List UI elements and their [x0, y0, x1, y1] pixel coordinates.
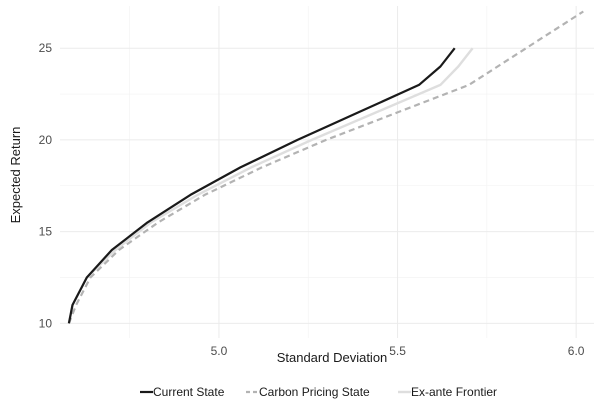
series-line-0 — [67, 47, 456, 324]
y-tick-label: 25 — [39, 41, 53, 55]
x-tick-label: 5.0 — [211, 344, 228, 358]
legend: Current State Carbon Pricing State Ex-ante… — [140, 385, 497, 399]
series-line-1 — [67, 10, 584, 324]
series-lines — [67, 10, 584, 324]
legend-label-1: Carbon Pricing State — [259, 385, 370, 399]
grid — [60, 6, 594, 338]
y-axis-title: Expected Return — [8, 127, 23, 224]
x-axis-ticks: 5.0 5.5 6.0 — [211, 344, 585, 358]
legend-label-0: Current State — [153, 385, 225, 399]
y-tick-label: 10 — [39, 316, 53, 330]
y-axis-ticks: 10 15 20 25 — [39, 41, 53, 330]
x-tick-label: 6.0 — [568, 344, 585, 358]
x-tick-label: 5.5 — [389, 344, 406, 358]
y-tick-label: 20 — [39, 133, 53, 147]
y-tick-label: 15 — [39, 225, 53, 239]
x-axis-title: Standard Deviation — [277, 350, 388, 365]
legend-label-2: Ex-ante Frontier — [411, 385, 497, 399]
